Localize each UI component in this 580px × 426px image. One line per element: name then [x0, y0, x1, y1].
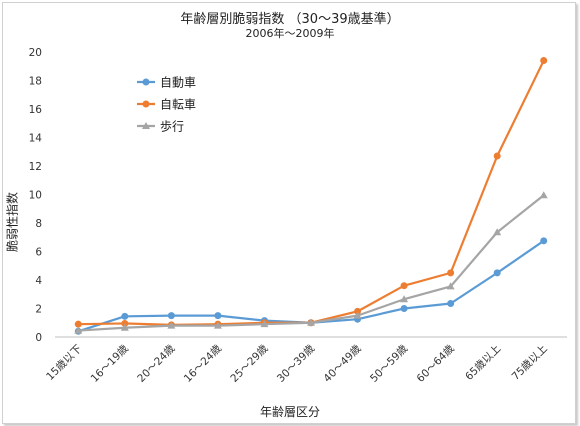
data-point	[354, 307, 362, 315]
legend-marker	[142, 78, 150, 86]
chart-title: 年齢層別脆弱指数 （30～39歳基準）	[180, 12, 400, 27]
x-tick-label: 60～64歳	[415, 342, 458, 385]
data-point	[74, 320, 82, 328]
data-point	[400, 295, 409, 303]
legend-label: 自転車	[160, 98, 196, 112]
data-point	[214, 312, 222, 320]
y-tick-label: 10	[29, 190, 42, 202]
data-point	[539, 191, 548, 199]
x-tick-label: 75歳以上	[510, 343, 550, 383]
y-tick-label: 8	[35, 218, 42, 230]
x-tick-label: 16～19歳	[89, 342, 132, 385]
data-point	[167, 321, 176, 329]
y-tick-label: 2	[35, 304, 42, 316]
x-tick-label: 16～24歳	[182, 342, 225, 385]
x-axis-label: 年齢層区分	[259, 405, 320, 419]
data-point	[447, 300, 455, 308]
x-tick-label: 20～24歳	[135, 342, 178, 385]
data-point	[167, 312, 175, 320]
x-tick-label: 30～39歳	[275, 342, 318, 385]
y-tick-label: 16	[29, 104, 43, 116]
x-tick-label: 40～49歳	[321, 342, 364, 385]
legend-label: 歩行	[160, 119, 184, 134]
y-tick-label: 6	[35, 247, 42, 259]
y-tick-label: 18	[29, 76, 42, 88]
data-point	[540, 57, 548, 65]
data-point	[121, 319, 129, 327]
series-line	[78, 60, 545, 326]
data-point	[493, 152, 501, 160]
data-point	[493, 269, 501, 277]
legend-label: 自動車	[160, 76, 196, 90]
data-point	[260, 320, 269, 328]
data-point	[213, 321, 222, 329]
data-point	[120, 323, 129, 331]
series-line	[77, 239, 545, 333]
data-point	[74, 326, 83, 334]
data-point	[447, 269, 455, 277]
y-tick-label: 0	[35, 332, 42, 344]
data-point	[400, 305, 408, 312]
y-tick-label: 12	[29, 161, 42, 173]
x-tick-label: 65歳以上	[463, 343, 503, 383]
x-tick-label: 15歳以下	[44, 343, 84, 383]
data-point	[400, 282, 408, 290]
x-tick-label: 50～59歳	[368, 342, 411, 385]
y-tick-label: 4	[35, 275, 42, 287]
y-tick-label: 20	[29, 47, 42, 59]
data-point	[493, 228, 502, 236]
chart-subtitle: 2006年～2009年	[245, 27, 335, 40]
y-tick-label: 14	[29, 133, 43, 145]
data-point	[121, 312, 129, 320]
data-point	[353, 311, 362, 319]
data-point	[446, 282, 455, 290]
legend-marker	[142, 100, 150, 108]
legend-marker	[142, 122, 150, 129]
data-point	[307, 318, 315, 326]
x-tick-label: 25～29歳	[228, 342, 271, 385]
data-point	[540, 237, 548, 245]
